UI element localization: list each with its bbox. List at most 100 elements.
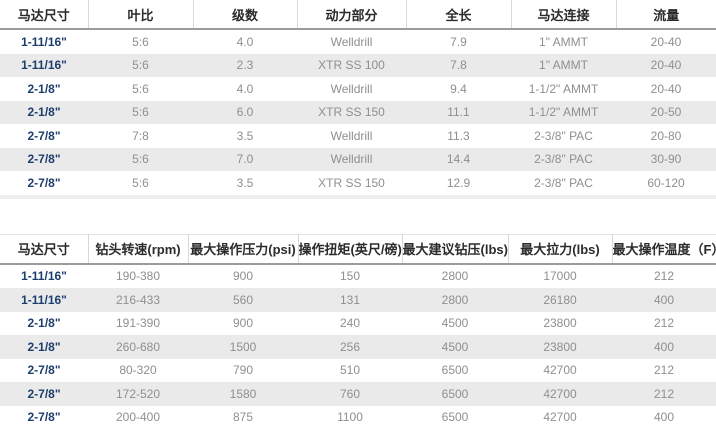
table-row: 2-1/8" 191-390 900 240 4500 23800 212 bbox=[0, 312, 716, 336]
table-cell: 6500 bbox=[441, 386, 469, 401]
table-row: 2-7/8" 172-520 1580 760 6500 42700 212 bbox=[0, 382, 716, 406]
motor-size-cell: 2-7/8" bbox=[27, 128, 61, 143]
table-cell: 256 bbox=[339, 339, 361, 354]
table-cell: 20-50 bbox=[650, 105, 682, 120]
column-header-motor-connection: 马达连接 bbox=[511, 0, 617, 30]
table-cell: 11.3 bbox=[447, 128, 470, 143]
table-row: 1-11/16" 216-433 560 131 2800 26180 400 bbox=[0, 288, 716, 312]
table-cell: 5:6 bbox=[132, 152, 149, 167]
table-cell: 20-40 bbox=[650, 58, 682, 73]
table-cell: 20-40 bbox=[650, 81, 682, 96]
table-cell: 5:6 bbox=[132, 34, 149, 49]
table-cell: 240 bbox=[339, 316, 361, 331]
table-cell: 216-433 bbox=[115, 292, 161, 307]
column-header-motor-size: 马达尺寸 bbox=[0, 0, 89, 30]
table-row: 2-1/8" 5:6 6.0 XTR SS 150 11.1 1-1/2" AMMT 20-… bbox=[0, 100, 716, 124]
table-cell: 1" AMMT bbox=[539, 58, 588, 73]
motor-size-cell: 2-7/8" bbox=[27, 363, 61, 378]
motor-size-cell: 2-7/8" bbox=[27, 410, 61, 425]
table-cell: 5:6 bbox=[132, 58, 149, 73]
column-header-stages: 级数 bbox=[193, 0, 298, 30]
table-cell: 12.9 bbox=[446, 175, 471, 190]
table-cell: 1580 bbox=[229, 386, 257, 401]
motor-size-cell: 2-1/8" bbox=[27, 339, 61, 354]
table-cell: 760 bbox=[339, 386, 361, 401]
table-cell: XTR SS 150 bbox=[318, 105, 385, 120]
table-cell: 80-320 bbox=[119, 363, 157, 378]
table-cell: 6.0 bbox=[236, 105, 254, 120]
column-header-max-operating-pressure-psi: 最大操作压力(psi) bbox=[188, 233, 299, 265]
table-cell: 400 bbox=[653, 410, 675, 425]
table-header-row: 马达尺寸 钻头转速(rpm) 最大操作压力(psi) 操作扭矩(英尺/磅) 最大… bbox=[0, 233, 716, 265]
table-cell: 2-3/8" PAC bbox=[534, 175, 593, 190]
table-cell: 212 bbox=[653, 269, 675, 284]
table-cell: 212 bbox=[653, 386, 675, 401]
table-cell: Welldrill bbox=[330, 81, 373, 96]
motor-size-cell: 2-1/8" bbox=[27, 316, 61, 331]
table-cell: 212 bbox=[653, 363, 675, 378]
table-cell: 510 bbox=[339, 363, 361, 378]
table-cell: 900 bbox=[232, 269, 254, 284]
table-cell: 30-90 bbox=[650, 152, 682, 167]
table-cell: XTR SS 100 bbox=[318, 58, 385, 73]
motor-performance-table-body: 1-11/16" 190-380 900 150 2800 17000 212 1-11/16… bbox=[0, 264, 716, 430]
table-cell: 191-390 bbox=[115, 316, 161, 331]
table-cell: 20-40 bbox=[650, 34, 682, 49]
table-cell: 1500 bbox=[229, 339, 257, 354]
table-cell: 6500 bbox=[441, 363, 469, 378]
table-cell: 900 bbox=[232, 316, 254, 331]
table-cell: 7.8 bbox=[450, 58, 467, 73]
table-row: 1-11/16" 5:6 4.0 Welldrill 7.9 1" AMMT 20-40 bbox=[0, 29, 716, 54]
table-cell: 4.0 bbox=[236, 34, 254, 49]
table-cell: 42700 bbox=[543, 410, 577, 425]
table-row: 2-7/8" 5:6 7.0 Welldrill 14.4 2-3/8" PAC 30-90 bbox=[0, 147, 716, 171]
table-cell: 4.0 bbox=[236, 81, 254, 96]
table-cell: XTR SS 150 bbox=[318, 175, 385, 190]
table-cell: 260-680 bbox=[115, 339, 161, 354]
table-cell: 2-3/8" PAC bbox=[534, 152, 593, 167]
table-cell: 2.3 bbox=[236, 58, 254, 73]
motor-size-cell: 2-1/8" bbox=[27, 81, 61, 96]
table-row: 2-7/8" 80-320 790 510 6500 42700 212 bbox=[0, 359, 716, 383]
table-cell: 23800 bbox=[543, 339, 577, 354]
table-cell: 4500 bbox=[441, 339, 469, 354]
table-cell: 7.0 bbox=[236, 152, 254, 167]
table-cell: 42700 bbox=[543, 386, 577, 401]
table-cell: 7:8 bbox=[132, 128, 149, 143]
table-cell: 172-520 bbox=[115, 386, 161, 401]
table-cell: 2800 bbox=[441, 269, 469, 284]
table-cell: 875 bbox=[232, 410, 254, 425]
table-cell: 3.5 bbox=[236, 175, 254, 190]
table-cell: 5:6 bbox=[132, 105, 149, 120]
table-cell: 400 bbox=[653, 292, 675, 307]
column-header-flow-rate: 流量 bbox=[616, 0, 716, 30]
motor-size-cell: 1-11/16" bbox=[21, 34, 67, 49]
column-header-overall-length: 全长 bbox=[406, 0, 512, 30]
column-header-max-pull-lbs: 最大拉力(lbs) bbox=[508, 233, 613, 265]
table-cell: 60-120 bbox=[647, 175, 685, 190]
table-cell: 17000 bbox=[543, 269, 577, 284]
column-header-max-recommended-wob-lbs: 最大建议钻压(lbs) bbox=[402, 233, 509, 265]
table-cell: 7.9 bbox=[450, 34, 467, 49]
motor-size-cell: 2-7/8" bbox=[27, 175, 61, 190]
table-cell: 150 bbox=[339, 269, 361, 284]
table-cell: 2-3/8" PAC bbox=[534, 128, 593, 143]
motor-size-cell: 2-7/8" bbox=[27, 386, 61, 401]
table-cell: 26180 bbox=[543, 292, 577, 307]
table-cell: 131 bbox=[339, 292, 361, 307]
table-cell: 200-400 bbox=[115, 410, 161, 425]
column-header-power-section: 动力部分 bbox=[297, 0, 407, 30]
table-cell: 212 bbox=[653, 316, 675, 331]
motor-performance-table: 马达尺寸 钻头转速(rpm) 最大操作压力(psi) 操作扭矩(英尺/磅) 最大… bbox=[0, 233, 716, 430]
column-header-lobe-ratio: 叶比 bbox=[88, 0, 194, 30]
table-row: 2-7/8" 5:6 3.5 XTR SS 150 12.9 2-3/8" PAC 60-1… bbox=[0, 171, 716, 197]
table-cell: 4500 bbox=[441, 316, 469, 331]
table-cell: 1100 bbox=[337, 410, 363, 425]
table-cell: 3.5 bbox=[236, 128, 254, 143]
table-cell: 190-380 bbox=[115, 269, 161, 284]
motor-size-cell: 2-1/8" bbox=[27, 105, 61, 120]
table-cell: 23800 bbox=[543, 316, 577, 331]
table-cell: 2800 bbox=[441, 292, 469, 307]
motor-size-cell: 1-11/16" bbox=[21, 292, 67, 307]
